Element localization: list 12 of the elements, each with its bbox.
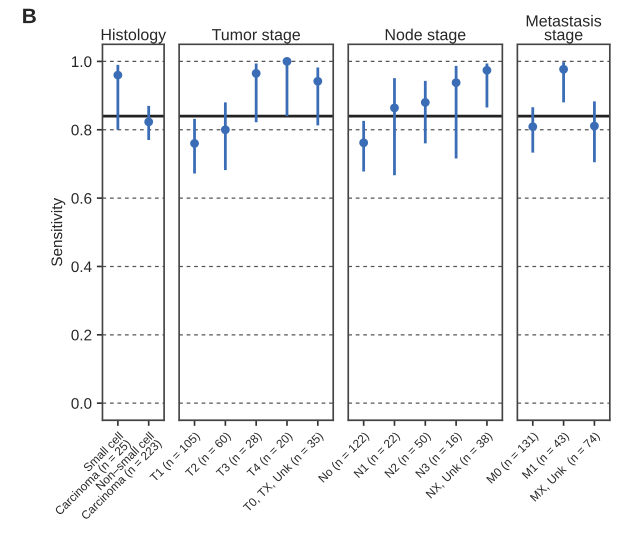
chart-title: Histology [102, 28, 166, 44]
chart-title: Node stage [386, 28, 466, 44]
chart-title: Tumor stage [212, 29, 300, 44]
chart-title: Metastasis stage [526, 14, 602, 44]
text: B [23, 8, 36, 24]
y-tick-label: 0.2 [71, 330, 92, 341]
y-tick-label: 1.0 [72, 56, 92, 68]
y-tick-label: 0.4 [71, 261, 92, 272]
y-tick-label: 0.6 [71, 192, 92, 204]
y-tick-label: 0.8 [71, 124, 92, 136]
y-axis-title: Sensitivity [51, 198, 66, 266]
y-tick-label: 0.0 [71, 398, 92, 409]
